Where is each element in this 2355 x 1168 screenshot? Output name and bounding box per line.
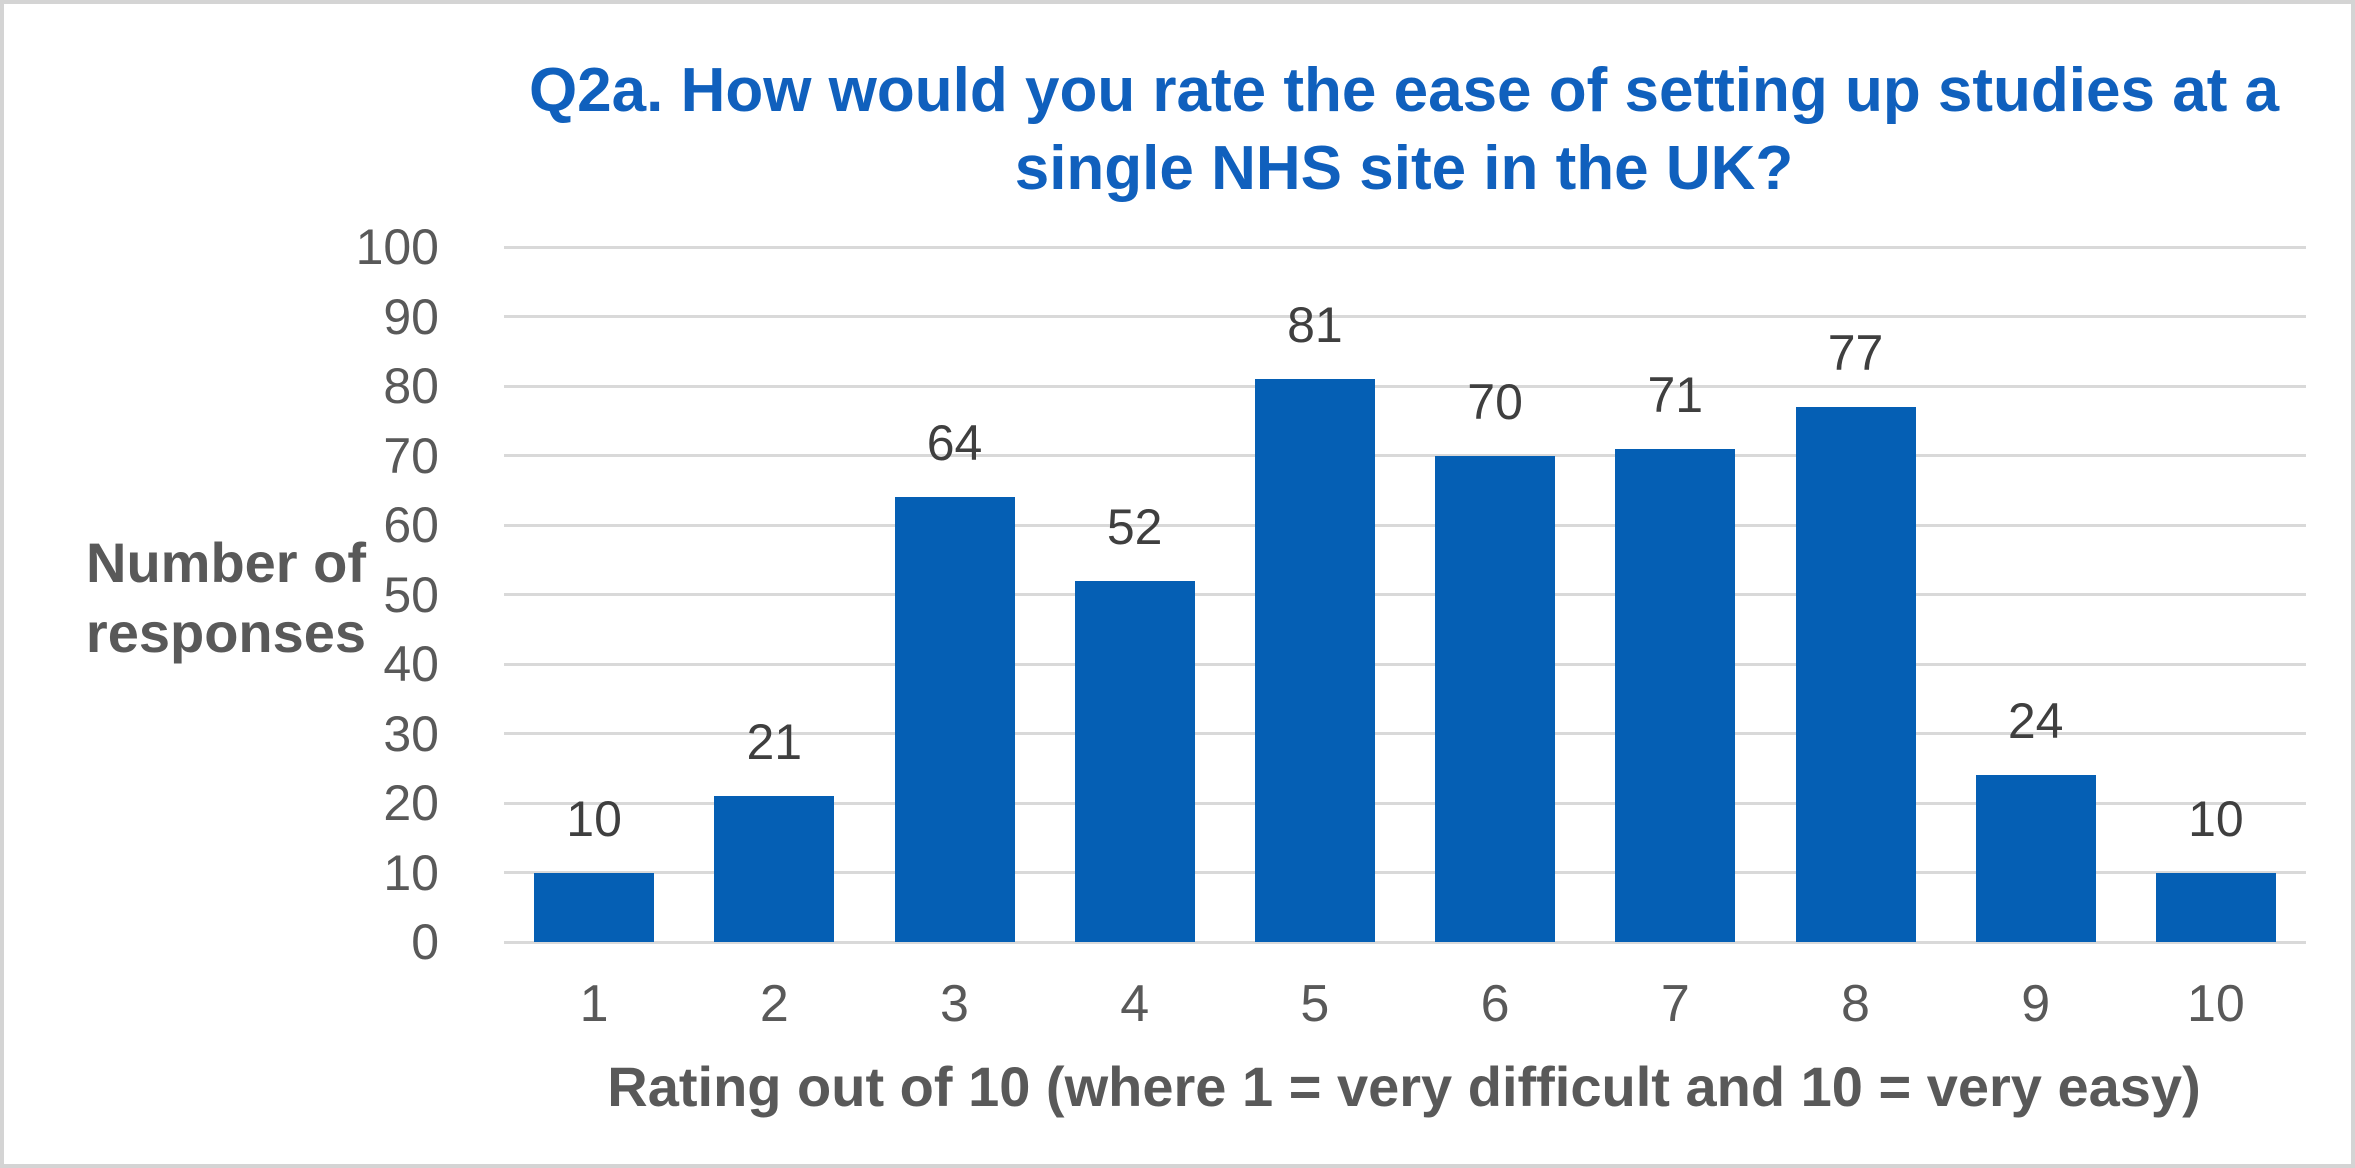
gridline [504, 732, 2306, 735]
plot-area [504, 245, 2306, 944]
x-tick-label: 6 [1480, 975, 1510, 1033]
bar-value-label: 64 [926, 415, 983, 472]
gridline [504, 454, 2306, 457]
bar-rating-2 [714, 796, 835, 942]
gridline [504, 871, 2306, 874]
gridline [504, 593, 2306, 596]
chart-title-line-1: Q2a. How would you rate the ease of sett… [528, 56, 2280, 125]
y-tick-label: 40 [383, 636, 439, 692]
bar-rating-9 [1975, 775, 2096, 942]
bar-value-label: 24 [2007, 693, 2064, 750]
x-tick-label: 9 [2021, 975, 2051, 1033]
y-tick-label: 80 [383, 358, 439, 414]
y-axis-title: Number of responses [85, 531, 367, 664]
gridline [504, 245, 2306, 249]
y-tick-label: 10 [383, 844, 439, 901]
bar-value-label: 71 [1647, 366, 1704, 423]
x-tick-label: 5 [1300, 975, 1330, 1033]
bar-rating-4 [1074, 580, 1195, 942]
bar-rating-10 [2155, 872, 2276, 942]
x-tick-label: 2 [759, 975, 789, 1033]
bar-rating-3 [894, 497, 1015, 942]
chart-title: Q2a. How would you rate the ease of sett… [474, 52, 2334, 208]
bar-rating-5 [1254, 379, 1375, 942]
y-tick-label: 50 [383, 566, 439, 623]
gridline [504, 662, 2306, 666]
chart-title-line-2: single NHS site in the UK? [1014, 134, 1794, 203]
bar-value-label: 10 [566, 790, 622, 847]
x-tick-label: 3 [940, 975, 969, 1033]
bar-value-label: 21 [746, 714, 803, 771]
x-tick-label: 1 [579, 975, 609, 1033]
bar-rating-7 [1615, 448, 1736, 942]
y-tick-label: 0 [411, 914, 439, 970]
y-tick-label: 20 [383, 775, 439, 831]
y-tick-label: 70 [383, 427, 439, 484]
bar-value-label: 77 [1827, 324, 1884, 381]
gridline [504, 940, 2306, 944]
bar-value-label: 70 [1467, 373, 1523, 430]
y-tick-label: 90 [383, 288, 439, 345]
x-axis-title: Rating out of 10 (where 1 = very difficu… [607, 1055, 2201, 1118]
bar-rating-6 [1435, 455, 1556, 942]
bar-value-label: 10 [2188, 790, 2244, 847]
bar-value-label: 81 [1287, 297, 1343, 354]
bar-rating-1 [534, 872, 655, 942]
x-tick-label: 8 [1841, 975, 1870, 1033]
y-tick-label: 100 [355, 219, 439, 275]
gridline [504, 523, 2306, 527]
y-tick-label: 60 [383, 497, 439, 553]
x-tick-label: 10 [2186, 975, 2245, 1033]
bar-value-label: 52 [1106, 498, 1163, 555]
bar-rating-8 [1795, 406, 1916, 942]
gridline [504, 801, 2306, 805]
x-tick-label: 4 [1120, 975, 1150, 1033]
gridline [504, 384, 2306, 388]
y-tick-label: 30 [383, 705, 439, 762]
x-tick-label: 7 [1660, 975, 1690, 1033]
gridline [504, 315, 2306, 318]
